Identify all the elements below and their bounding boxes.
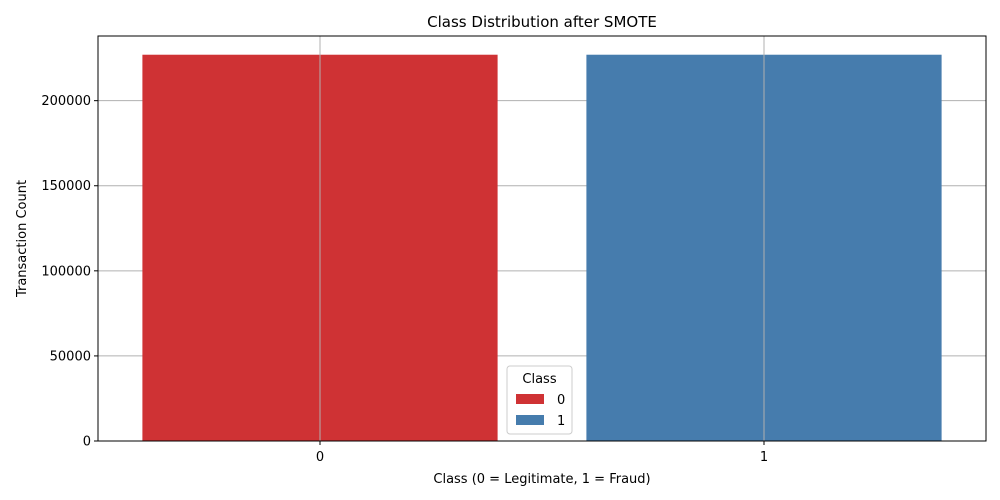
y-tick-label: 150000	[41, 179, 91, 194]
legend-title: Class	[522, 372, 556, 387]
vertical-grid-layer	[319, 36, 765, 441]
y-tick-label: 100000	[41, 264, 91, 279]
legend-label: 0	[557, 393, 565, 408]
y-tick-label: 0	[83, 435, 91, 450]
y-ticks: 0 50000 100000 150000 200000	[41, 94, 98, 450]
y-tick-label: 50000	[50, 349, 91, 364]
legend-label: 1	[557, 414, 565, 429]
plot-frame	[97, 35, 987, 442]
legend-entries: 01	[516, 393, 565, 429]
y-axis-label: Transaction Count	[15, 180, 30, 298]
legend-swatch	[516, 415, 544, 425]
x-axis-label: Class (0 = Legitimate, 1 = Fraud)	[433, 472, 650, 487]
y-tick-label: 200000	[41, 94, 91, 109]
x-tick-label: 1	[760, 450, 768, 465]
legend: Class 01	[506, 365, 573, 435]
x-tick-label: 0	[316, 450, 324, 465]
legend-swatch	[516, 394, 544, 404]
chart-title: Class Distribution after SMOTE	[427, 13, 657, 31]
